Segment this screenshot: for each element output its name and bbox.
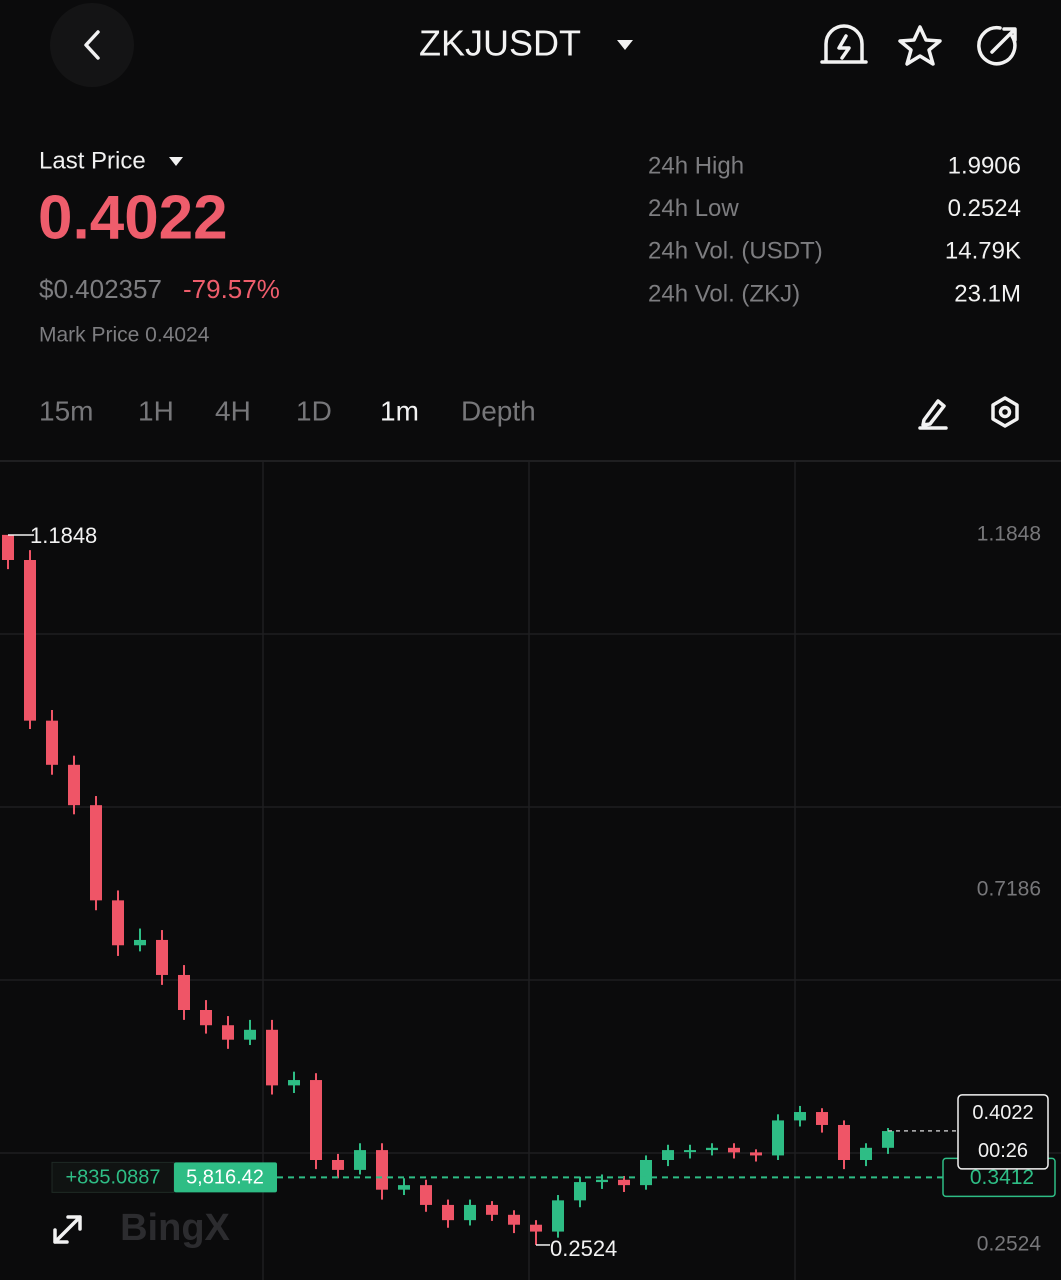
countdown: 00:26 bbox=[978, 1140, 1028, 1162]
stat-value: 1.9906 bbox=[948, 152, 1021, 179]
candle-body bbox=[266, 1029, 278, 1086]
y-tick-label: 0.7186 bbox=[977, 878, 1041, 901]
position-price: 0.3412 bbox=[970, 1166, 1034, 1189]
candle-body bbox=[816, 1112, 828, 1125]
candle-body bbox=[398, 1185, 410, 1190]
candle-body bbox=[882, 1131, 894, 1148]
y-tick-label: 1.1848 bbox=[977, 523, 1041, 546]
candle-body bbox=[640, 1159, 652, 1186]
tab[interactable]: 4H bbox=[215, 395, 251, 426]
back-button[interactable] bbox=[50, 3, 134, 87]
y-tick-label: 0.2524 bbox=[977, 1233, 1042, 1256]
candle-body bbox=[156, 939, 168, 975]
tab[interactable]: 1D bbox=[296, 395, 332, 426]
candle-body bbox=[420, 1185, 432, 1205]
candlestick-chart: 1.1848 0.7186 0.2524 1.1848 0.2524 +835.0887 5… bbox=[2, 523, 1056, 1261]
last-price-label[interactable]: Last Price bbox=[39, 147, 146, 174]
stat-label: 24h High bbox=[648, 152, 744, 179]
pair-title[interactable]: ZKJUSDT bbox=[419, 23, 581, 64]
candle-body bbox=[838, 1124, 850, 1160]
candle-body bbox=[244, 1029, 256, 1040]
candle-body bbox=[200, 1009, 212, 1026]
mark-price: Mark Price 0.4024 bbox=[39, 324, 210, 347]
stat-label: 24h Vol. (USDT) bbox=[648, 238, 823, 265]
position-margin-box bbox=[174, 1162, 277, 1193]
stat-value: 14.79K bbox=[945, 238, 1021, 265]
candle-body bbox=[90, 805, 102, 901]
candle-body bbox=[178, 974, 190, 1010]
candle-body bbox=[376, 1150, 388, 1190]
price-type-dropdown[interactable] bbox=[169, 157, 183, 166]
candle-body bbox=[552, 1200, 564, 1232]
candle-body bbox=[46, 720, 58, 765]
watermark: BingX bbox=[120, 1207, 230, 1249]
tab[interactable]: 15m bbox=[39, 395, 93, 426]
high-marker-label: 1.1848 bbox=[30, 523, 97, 548]
fullscreen-icon[interactable] bbox=[53, 1215, 82, 1244]
candle-body bbox=[530, 1224, 542, 1232]
candle-body bbox=[24, 559, 36, 721]
position-margin: 5,816.42 bbox=[186, 1167, 264, 1189]
candle-body bbox=[508, 1214, 520, 1225]
candle-body bbox=[68, 764, 80, 806]
draw-tool-icon[interactable] bbox=[918, 399, 948, 430]
favorite-icon[interactable] bbox=[898, 25, 942, 66]
position-pnl: +835.0887 bbox=[65, 1167, 160, 1189]
candle-body bbox=[574, 1182, 586, 1201]
candle-body bbox=[464, 1204, 476, 1221]
pair-dropdown[interactable] bbox=[617, 40, 633, 50]
stat-value: 0.2524 bbox=[948, 195, 1021, 222]
last-price-label: 0.4022 bbox=[972, 1102, 1033, 1124]
alert-icon[interactable] bbox=[820, 24, 868, 64]
candle-body bbox=[354, 1150, 366, 1170]
candle-body bbox=[860, 1147, 872, 1160]
stats: 24h High 1.9906 24h Low 0.2524 24h Vol. (USD… bbox=[648, 152, 1021, 307]
position-pnl-box bbox=[51, 1161, 175, 1193]
candle-body bbox=[706, 1147, 718, 1151]
candle-body bbox=[2, 534, 14, 560]
last-price-box bbox=[957, 1094, 1049, 1170]
stat-label: 24h Low bbox=[648, 195, 739, 222]
settings-icon[interactable] bbox=[991, 396, 1019, 428]
candle-body bbox=[310, 1080, 322, 1160]
back-icon bbox=[84, 30, 100, 60]
tab[interactable]: Depth bbox=[461, 395, 536, 426]
candle-body bbox=[486, 1204, 498, 1215]
candle-body bbox=[222, 1025, 234, 1040]
candle-body bbox=[288, 1080, 300, 1086]
low-marker-label: 0.2524 bbox=[550, 1236, 617, 1261]
candle-body bbox=[772, 1120, 784, 1156]
candle-body bbox=[112, 900, 124, 946]
candle-body bbox=[728, 1147, 740, 1153]
chart-dividers bbox=[0, 462, 1061, 1280]
share-icon[interactable] bbox=[977, 25, 1017, 66]
candle-body bbox=[750, 1152, 762, 1156]
tab[interactable]: 1H bbox=[138, 395, 174, 426]
stat-label: 24h Vol. (ZKJ) bbox=[648, 280, 800, 307]
candle-body bbox=[684, 1150, 696, 1153]
tab-active[interactable]: 1m bbox=[380, 395, 419, 426]
candle-body bbox=[134, 939, 146, 946]
candle-body bbox=[332, 1159, 344, 1170]
candle-body bbox=[442, 1204, 454, 1221]
candle-body bbox=[596, 1179, 608, 1183]
candle-body bbox=[618, 1179, 630, 1186]
stat-value: 23.1M bbox=[954, 280, 1021, 307]
price-change: -79.57% bbox=[183, 274, 280, 304]
usd-price: $0.402357 bbox=[39, 274, 162, 304]
candle-body bbox=[662, 1150, 674, 1160]
candle-body bbox=[794, 1112, 806, 1121]
last-price: 0.4022 bbox=[38, 183, 228, 252]
